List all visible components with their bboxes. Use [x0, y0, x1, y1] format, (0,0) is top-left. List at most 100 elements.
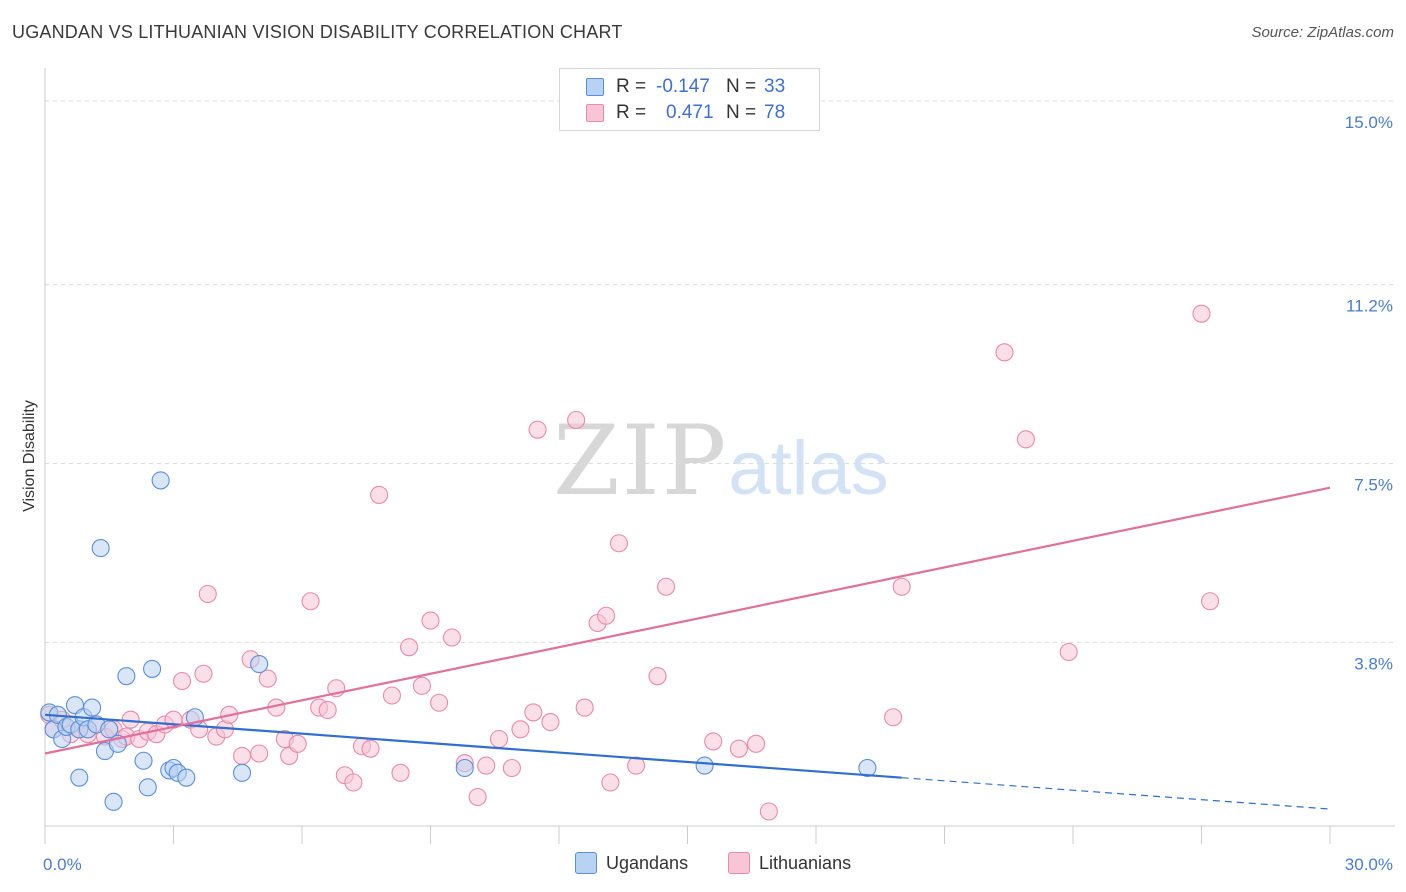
data-point-lithuanians [759, 802, 778, 821]
data-point-lithuanians [382, 686, 402, 705]
series-label-lithuanians: Lithuanians [759, 852, 852, 873]
trend-line-ugandans [44, 713, 902, 779]
data-point-lithuanians [575, 698, 594, 717]
chart-title: UGANDAN VS LITHUANIAN VISION DISABILITY … [12, 22, 623, 42]
series-legend-ugandans: Ugandans [575, 852, 688, 874]
series-legend-lithuanians: Lithuanians [728, 852, 851, 874]
data-point-lithuanians [489, 729, 509, 749]
legend-r-value-lithuanians: 0.471 [666, 102, 714, 123]
data-point-lithuanians [1059, 642, 1078, 662]
data-point-lithuanians [541, 713, 560, 732]
data-point-ugandans [100, 720, 119, 739]
x-tick-label-max: 30.0% [1345, 855, 1393, 874]
y-tick-label: 7.5% [1354, 476, 1393, 495]
legend-swatch-ugandans [586, 78, 604, 96]
correlation-legend: R = -0.147 N = 33 R = 0.471 N = 78 [559, 68, 820, 131]
legend-row-lithuanians: R = 0.471 N = 78 [586, 101, 785, 125]
legend-r-value-ugandans: -0.147 [656, 76, 710, 97]
data-point-lithuanians [412, 676, 431, 695]
data-point-ugandans [177, 768, 196, 787]
y-tick-label: 11.2% [1346, 297, 1393, 316]
data-point-lithuanians [704, 732, 723, 751]
data-point-lithuanians [301, 592, 320, 611]
data-point-lithuanians [250, 744, 269, 763]
data-point-lithuanians [627, 756, 646, 775]
data-point-lithuanians [502, 758, 521, 778]
data-points [40, 304, 1220, 821]
data-point-lithuanians [1016, 430, 1035, 449]
trend-line-extension-ugandans [901, 777, 1331, 810]
data-point-lithuanians [318, 700, 337, 720]
series-swatch-ugandans [575, 852, 597, 874]
data-point-ugandans [250, 655, 269, 674]
data-point-lithuanians [391, 763, 410, 782]
data-point-lithuanians [468, 787, 487, 807]
data-point-lithuanians [400, 638, 419, 657]
data-point-lithuanians [361, 739, 380, 758]
data-point-lithuanians [430, 693, 449, 712]
data-point-lithuanians [232, 746, 252, 765]
data-point-lithuanians [567, 410, 586, 430]
data-point-lithuanians [258, 669, 277, 688]
data-point-lithuanians [1201, 592, 1220, 611]
data-point-lithuanians [746, 734, 766, 753]
source-label: Source: ZipAtlas.com [1251, 24, 1394, 41]
data-point-ugandans [104, 792, 123, 811]
data-point-lithuanians [884, 708, 903, 727]
axes [44, 68, 1395, 844]
watermark-atlas: atlas [728, 426, 889, 511]
series-label-ugandans: Ugandans [606, 852, 689, 873]
legend-r-label: R = [616, 102, 647, 123]
data-point-lithuanians [477, 756, 496, 775]
data-point-lithuanians [442, 628, 461, 647]
data-point-lithuanians [344, 773, 363, 792]
data-point-lithuanians [1192, 304, 1211, 323]
data-point-ugandans [151, 471, 170, 490]
data-point-lithuanians [198, 584, 217, 604]
data-point-ugandans [455, 758, 474, 778]
data-point-ugandans [695, 756, 714, 775]
data-point-lithuanians [528, 420, 547, 439]
data-point-lithuanians [421, 611, 440, 630]
trend-line-lithuanians [44, 486, 1331, 755]
data-point-ugandans [83, 698, 102, 717]
legend-n-label: N = [726, 76, 757, 97]
data-point-lithuanians [524, 703, 543, 722]
data-point-lithuanians [657, 577, 676, 596]
data-point-lithuanians [892, 577, 911, 596]
data-point-lithuanians [288, 734, 307, 753]
data-point-lithuanians [648, 667, 667, 686]
legend-n-value-ugandans: 33 [764, 76, 786, 97]
legend-swatch-lithuanians [586, 104, 604, 122]
data-point-ugandans [70, 768, 89, 787]
legend-row-ugandans: R = -0.147 N = 33 [586, 75, 785, 99]
data-point-lithuanians [601, 773, 620, 792]
legend-r-label: R = [616, 76, 647, 97]
y-tick-label: 3.8% [1354, 654, 1393, 673]
grid-lines [45, 100, 1395, 643]
data-point-ugandans [91, 539, 110, 558]
data-point-ugandans [138, 778, 157, 797]
data-point-lithuanians [729, 739, 748, 758]
data-point-lithuanians [511, 720, 530, 739]
data-point-ugandans [143, 659, 162, 678]
watermark: ZIPatlas [553, 405, 889, 517]
series-swatch-lithuanians [728, 852, 750, 874]
data-point-ugandans [858, 758, 877, 778]
data-point-lithuanians [173, 671, 192, 691]
y-tick-label: 15.0% [1345, 113, 1393, 132]
trend-lines [44, 486, 1331, 810]
data-point-ugandans [134, 751, 153, 770]
data-point-ugandans [117, 667, 136, 686]
data-point-lithuanians [597, 606, 616, 625]
data-point-lithuanians [370, 485, 389, 504]
x-tick-label-min: 0.0% [43, 855, 82, 874]
data-point-lithuanians [194, 664, 213, 683]
y-axis-title: Vision Disability [21, 400, 38, 512]
data-point-ugandans [232, 763, 252, 782]
data-point-lithuanians [995, 343, 1014, 362]
data-point-lithuanians [609, 534, 629, 553]
legend-n-label: N = [726, 102, 757, 123]
tick-labels: 3.8% 7.5% 11.2% 15.0% 0.0% 30.0% [43, 113, 1393, 874]
